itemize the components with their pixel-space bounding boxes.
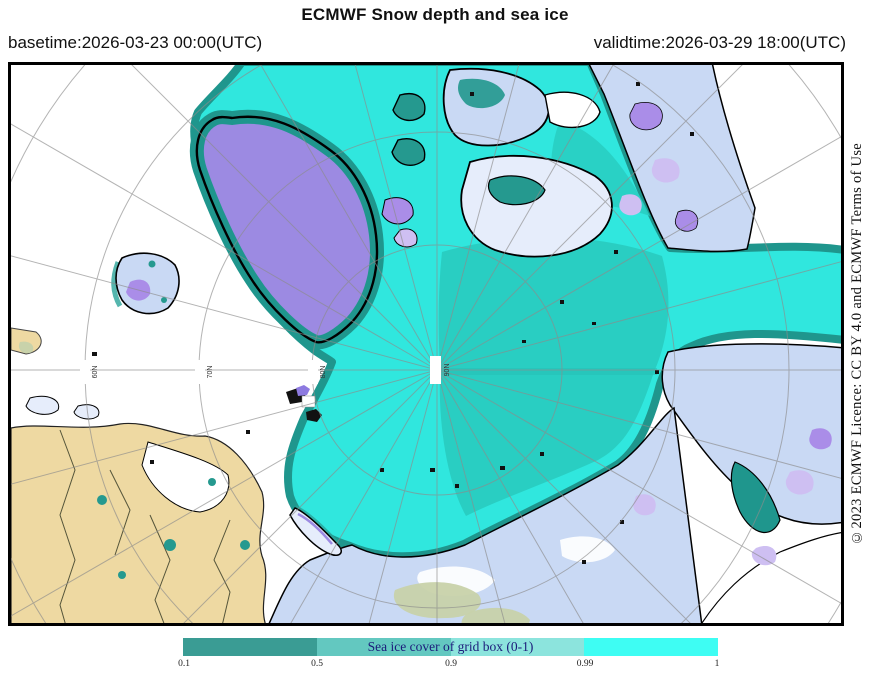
latitude-label: 90N <box>444 364 451 377</box>
copyright-vertical-text: ©2023 ECMWF Licence: CC BY 4.0 and ECMWF… <box>848 143 865 545</box>
validtime-label: validtime:2026-03-29 18:00(UTC) <box>593 33 846 52</box>
scandinavia-russia-region <box>11 395 267 623</box>
legend-segment <box>316 638 451 656</box>
weather-map: 60N 70N 80N 90N <box>11 65 841 623</box>
left-edge-land <box>11 327 42 355</box>
chukotka-kamchatka-region <box>661 343 841 534</box>
alaska-canada-region <box>588 65 756 253</box>
coastal-snow-patch <box>751 545 777 566</box>
latitude-label: 70N <box>207 366 214 379</box>
basetime-label: basetime:2026-03-23 00:00(UTC) <box>8 33 263 52</box>
graticule <box>11 65 841 623</box>
svalbard-region <box>286 385 322 422</box>
sea-ice-mid-region <box>438 237 669 516</box>
legend-tick: 1 <box>714 659 720 669</box>
legend-tick: 0.1 <box>178 659 190 669</box>
legend-tick: 0.5 <box>311 659 323 669</box>
legend-segment <box>183 638 317 656</box>
legend-tick: 0.99 <box>576 659 594 669</box>
latitude-labels: 60N 70N 80N 90N <box>80 356 451 384</box>
latitude-label: 80N <box>320 366 327 379</box>
legend-tick: 0.9 <box>445 659 457 669</box>
weather-map-frame: 60N 70N 80N 90N <box>8 62 844 626</box>
novaya-zemlya-region <box>289 505 342 557</box>
lakes <box>97 478 250 579</box>
pacific-ocean-region <box>701 532 841 623</box>
legend-segment <box>584 638 718 656</box>
legend-color-bar <box>183 638 718 656</box>
country-borders <box>59 429 231 623</box>
legend-segment <box>450 638 585 656</box>
sea-ice-band <box>442 368 657 375</box>
greenland-coastline <box>195 115 379 344</box>
map-specks <box>92 82 694 564</box>
page-title: ECMWF Snow depth and sea ice <box>301 5 569 24</box>
latitude-label: 60N <box>92 366 99 379</box>
arctic-archipelago <box>381 67 613 258</box>
